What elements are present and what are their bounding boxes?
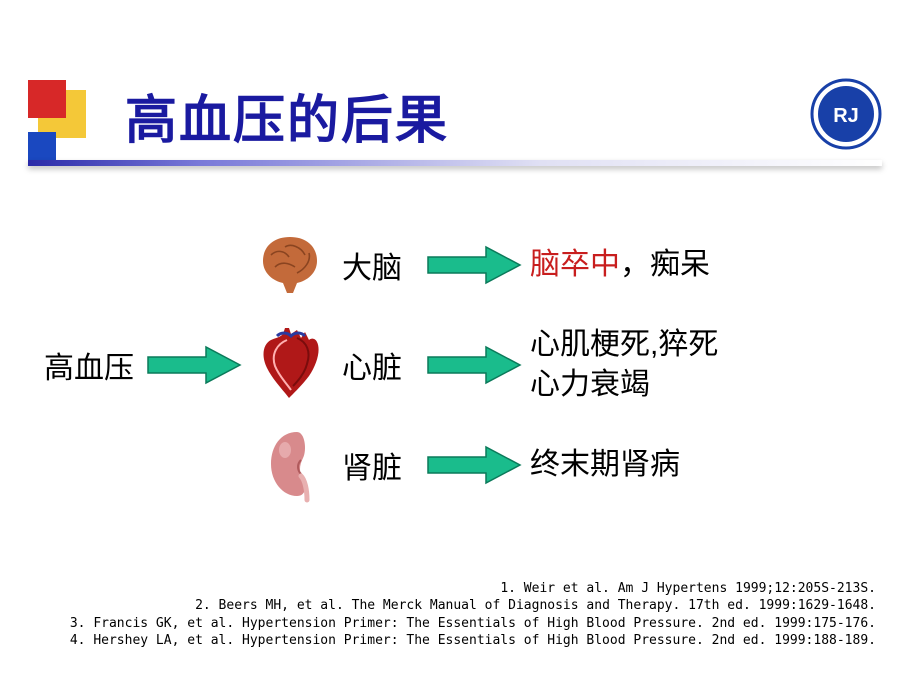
diagram-row-brain: 大脑 脑卒中，痴呆	[40, 220, 880, 310]
arrow-brain	[426, 245, 522, 285]
organ-label-heart: 心脏	[342, 343, 406, 387]
reference-line: 3. Francis GK, et al. Hypertension Prime…	[70, 615, 876, 633]
outcome-heart: 心肌梗死,猝死 心力衰竭	[530, 325, 718, 406]
arrow-source	[146, 345, 242, 385]
outcome-heart-line2: 心力衰竭	[530, 365, 718, 406]
square-red	[28, 80, 66, 118]
diagram-container: 大脑 脑卒中，痴呆 高血压 心脏	[40, 220, 880, 520]
arrow-icon	[426, 445, 522, 485]
outcome-kidney: 终末期肾病	[530, 445, 680, 486]
arrow-icon	[426, 345, 522, 385]
outcome-brain: 脑卒中，痴呆	[530, 245, 710, 286]
references: 1. Weir et al. Am J Hypertens 1999;12:20…	[70, 580, 876, 650]
square-blue	[28, 132, 56, 160]
brain-icon	[250, 225, 330, 305]
reference-line: 4. Hershey LA, et al. Hypertension Prime…	[70, 632, 876, 650]
outcome-heart-line1: 心肌梗死,猝死	[530, 325, 718, 366]
logo-text: RJ	[833, 105, 859, 127]
diagram-row-heart: 高血压 心脏 心肌梗死,猝死 心力衰竭	[40, 320, 880, 410]
diagram-row-kidney: 肾脏 终末期肾病	[40, 420, 880, 510]
divider-line	[28, 160, 882, 166]
logo: RJ	[810, 78, 882, 150]
slide-title: 高血压的后果	[125, 78, 449, 153]
outcome-brain-red: 脑卒中	[530, 248, 620, 281]
source-label: 高血压	[44, 343, 134, 387]
arrow-heart	[426, 345, 522, 385]
arrow-kidney	[426, 445, 522, 485]
organ-label-brain: 大脑	[342, 243, 406, 287]
kidney-icon	[250, 425, 330, 505]
outcome-brain-rest: ，痴呆	[620, 248, 710, 281]
arrow-icon	[146, 345, 242, 385]
reference-line: 2. Beers MH, et al. The Merck Manual of …	[70, 597, 876, 615]
reference-line: 1. Weir et al. Am J Hypertens 1999;12:20…	[70, 580, 876, 598]
arrow-icon	[426, 245, 522, 285]
heart-icon	[250, 325, 330, 405]
organ-label-kidney: 肾脏	[342, 443, 406, 487]
logo-badge-icon: RJ	[810, 78, 882, 150]
